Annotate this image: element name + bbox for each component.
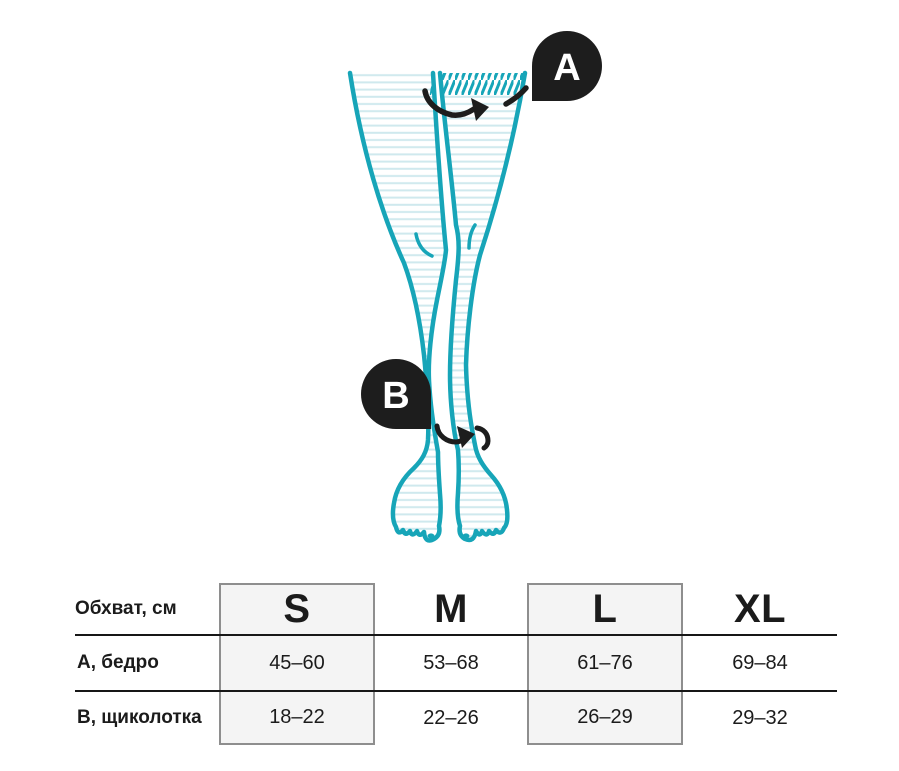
table-corner-label: Обхват, см — [75, 584, 220, 636]
thigh-circumference-arrow-icon — [422, 85, 529, 121]
cell-ankle-l: 26–29 — [527, 691, 683, 745]
size-header-m: M — [374, 584, 528, 636]
knee-crease-right — [467, 223, 477, 250]
ankle-arrowhead — [457, 426, 475, 448]
size-table: Обхват, см S M L XL А, бедро 45–60 53–68… — [75, 583, 837, 745]
cell-thigh-s: 45–60 — [219, 635, 375, 692]
knee-crease-left — [414, 232, 434, 258]
row-label-thigh: А, бедро — [75, 635, 220, 692]
cell-thigh-m: 53–68 — [374, 635, 528, 692]
thigh-arrow-front-arc — [422, 88, 477, 118]
table-row-ankle: В, щиколотка 18–22 22–26 26–29 29–32 — [75, 691, 837, 745]
size-header-xl: XL — [682, 584, 837, 636]
cell-ankle-m: 22–26 — [423, 706, 479, 729]
cell-thigh-xl: 69–84 — [682, 635, 837, 692]
size-header-l: L — [527, 583, 683, 636]
size-table-header-row: Обхват, см S M L XL — [75, 583, 837, 636]
size-guide-figure: A B — [347, 31, 602, 543]
marker-b-label: B — [382, 375, 409, 417]
left-leg — [350, 73, 446, 541]
table-row-thigh: А, бедро 45–60 53–68 61–76 69–84 — [75, 635, 837, 692]
marker-b-pin: B — [361, 359, 431, 429]
left-leg-fill — [350, 73, 446, 541]
marker-a-label: A — [553, 47, 580, 89]
row-label-ankle: В, щиколотка — [77, 707, 202, 728]
toe-nails — [401, 529, 498, 539]
ankle-circumference-arrow-icon — [434, 423, 491, 451]
thigh-arrowhead — [471, 98, 489, 121]
right-leg-fill — [440, 73, 525, 540]
cell-thigh-l: 61–76 — [527, 635, 683, 692]
size-header-s: S — [219, 583, 375, 636]
ankle-arrow-back-arc — [474, 425, 491, 451]
marker-a-pin: A — [532, 31, 602, 101]
cell-ankle-xl: 29–32 — [732, 706, 788, 729]
legs-measurement-diagram: A B — [347, 31, 602, 543]
cell-ankle-s: 18–22 — [219, 691, 375, 745]
right-leg — [440, 73, 525, 540]
thigh-arrow-back-arc — [503, 85, 529, 107]
